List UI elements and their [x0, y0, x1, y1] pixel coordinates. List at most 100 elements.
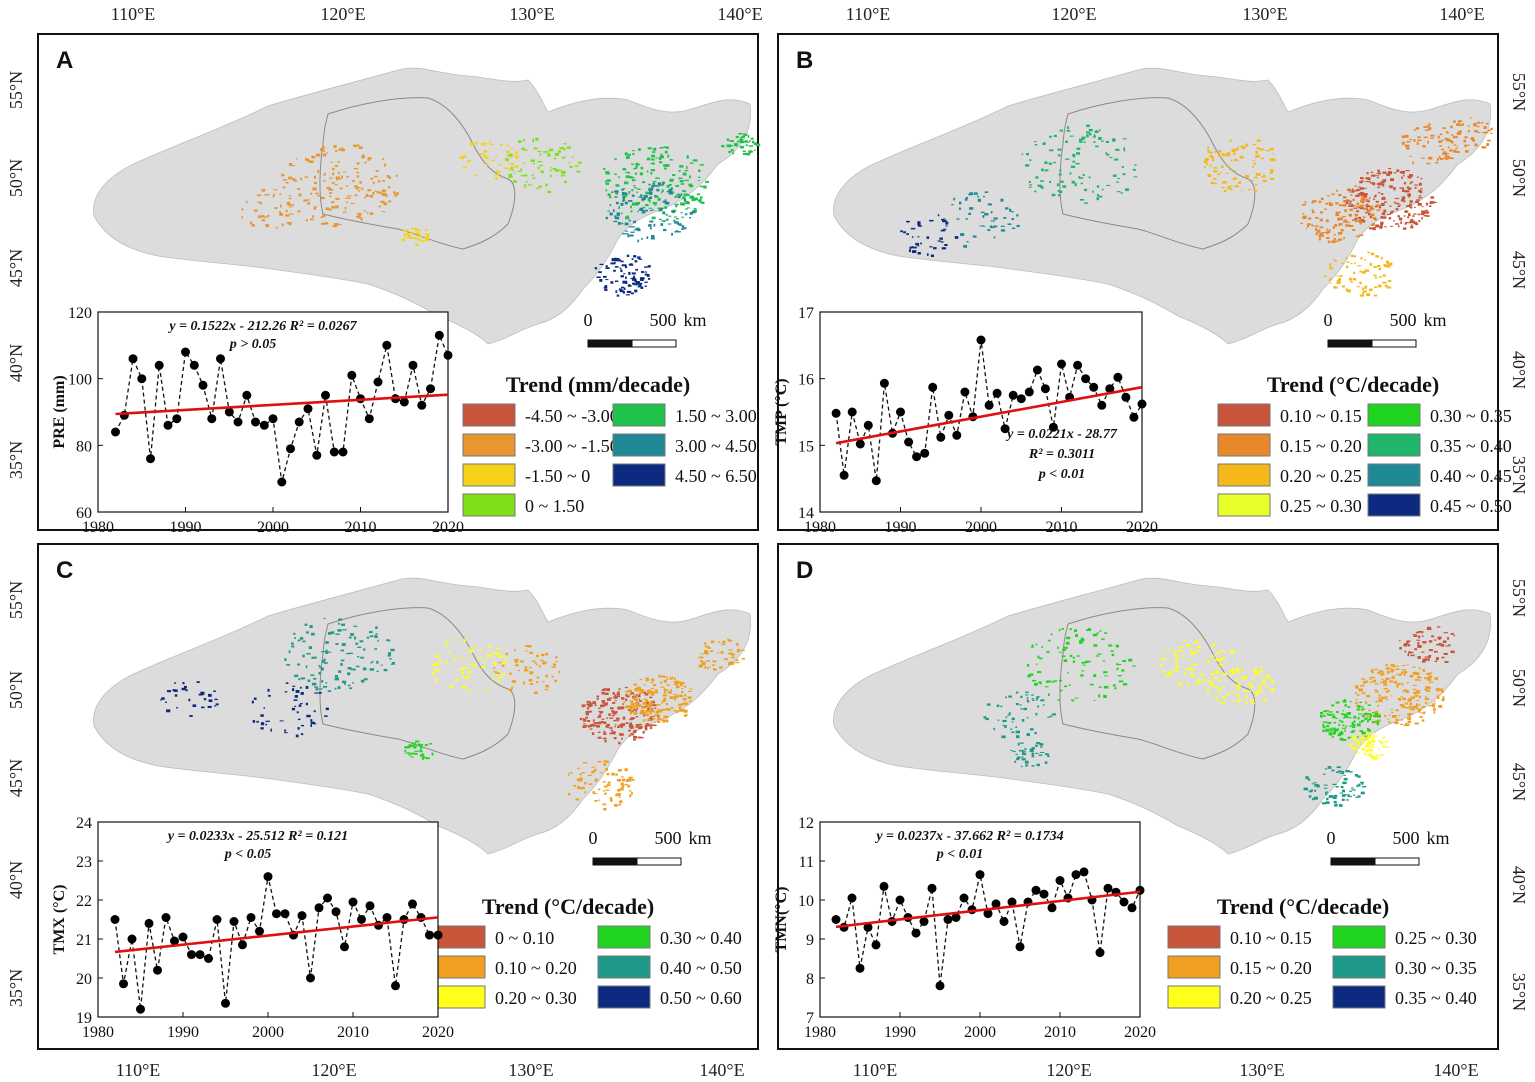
trend-pixel [982, 225, 986, 227]
trend-pixel [613, 269, 616, 272]
trend-pixel [1416, 700, 1420, 702]
trend-pixel [1403, 644, 1407, 647]
trend-pixel [663, 675, 667, 678]
trend-pixel [1255, 183, 1258, 186]
trend-pixel [305, 631, 310, 634]
trend-pixel [166, 709, 171, 713]
trend-pixel [469, 649, 474, 653]
trend-pixel [638, 282, 643, 285]
trend-pixel [1376, 715, 1381, 718]
trend-pixel [1395, 208, 1399, 211]
legend-item-label: 0.10 ~ 0.15 [1280, 406, 1362, 426]
trend-pixel [414, 745, 418, 747]
trend-pixel [1376, 723, 1379, 726]
trend-pixel [683, 709, 688, 713]
trend-pixel [673, 216, 678, 218]
trend-pixel [1215, 658, 1220, 662]
trend-pixel [528, 184, 532, 186]
trend-pixel [624, 687, 628, 689]
trend-pixel [639, 172, 643, 176]
trend-pixel [1409, 717, 1411, 721]
trend-pixel [382, 180, 385, 182]
trend-pixel [649, 192, 653, 195]
trend-pixel [1032, 700, 1035, 701]
trend-pixel [1340, 228, 1344, 232]
trend-pixel [474, 141, 478, 145]
trend-pixel [1334, 804, 1338, 807]
trend-pixel [1116, 669, 1118, 671]
trend-pixel [1354, 262, 1356, 265]
trend-pixel [678, 170, 681, 172]
trend-pixel [1183, 639, 1186, 642]
trend-pixel [499, 144, 503, 146]
trend-pixel [1363, 713, 1366, 715]
trend-pixel [650, 158, 655, 161]
trend-pixel [1383, 683, 1388, 686]
trend-pixel [684, 208, 688, 210]
trend-pixel [674, 677, 676, 680]
trend-equation: y = 0.1522x - 212.26 R² = 0.0267 [167, 319, 357, 334]
trend-pixel [1371, 174, 1376, 177]
data-point [331, 907, 341, 917]
trend-pixel [1355, 747, 1359, 750]
trend-pixel [628, 172, 631, 174]
data-point [280, 909, 290, 919]
trend-pixel [638, 688, 643, 692]
trend-pixel [493, 671, 498, 673]
trend-pixel [628, 271, 631, 275]
x-tick-label: 1990 [884, 1024, 916, 1041]
trend-pixel [569, 772, 573, 774]
trend-pixel [1037, 705, 1040, 708]
trend-pixel [727, 639, 733, 642]
trend-pixel [651, 678, 655, 681]
trend-pixel [1087, 660, 1091, 663]
x-tick-label: 1980 [804, 1024, 836, 1041]
trend-pixel [192, 704, 197, 707]
trend-pixel [1103, 695, 1107, 698]
trend-pixel [335, 176, 340, 179]
trend-pixel [1199, 638, 1202, 641]
trend-pixel [1361, 720, 1365, 722]
trend-pixel [1424, 698, 1430, 701]
trend-pixel [478, 657, 481, 660]
trend-pixel [1408, 698, 1413, 701]
trend-pixel [615, 216, 620, 220]
trend-pixel [959, 201, 962, 205]
trend-pixel [1035, 176, 1039, 179]
trend-pixel [532, 163, 535, 165]
data-point [1032, 365, 1042, 375]
trend-pixel [1327, 713, 1332, 716]
trend-pixel [331, 205, 335, 208]
trend-pixel [1236, 690, 1239, 692]
trend-pixel [1339, 772, 1344, 774]
trend-pixel [1359, 181, 1363, 184]
trend-pixel [1098, 686, 1102, 688]
trend-pixel [1221, 657, 1226, 660]
trend-pixel [418, 233, 421, 237]
trend-pixel [627, 153, 631, 156]
trend-pixel [635, 162, 639, 166]
data-point [831, 408, 841, 418]
trend-pixel [1426, 658, 1429, 660]
trend-pixel [1195, 640, 1199, 644]
trend-pixel [1398, 698, 1402, 701]
lon-label-top: 130°E [1242, 4, 1287, 24]
trend-pixel [1391, 711, 1394, 714]
trend-pixel [1373, 274, 1377, 277]
trend-pixel [1016, 214, 1019, 217]
trend-pixel [297, 188, 301, 190]
trend-pixel [315, 687, 318, 690]
trend-pixel [257, 201, 261, 203]
trend-pixel [185, 689, 188, 692]
data-point [242, 390, 252, 400]
trend-pixel [1011, 218, 1014, 220]
trend-pixel [1348, 717, 1352, 719]
trend-pixel [273, 193, 275, 197]
trend-pixel [1254, 176, 1258, 179]
trend-pixel [1400, 696, 1403, 698]
trend-pixel [1409, 155, 1412, 157]
trend-pixel [1236, 669, 1240, 672]
trend-pixel [1368, 719, 1372, 721]
trend-pixel [1382, 281, 1387, 284]
trend-pixel [1346, 200, 1350, 202]
